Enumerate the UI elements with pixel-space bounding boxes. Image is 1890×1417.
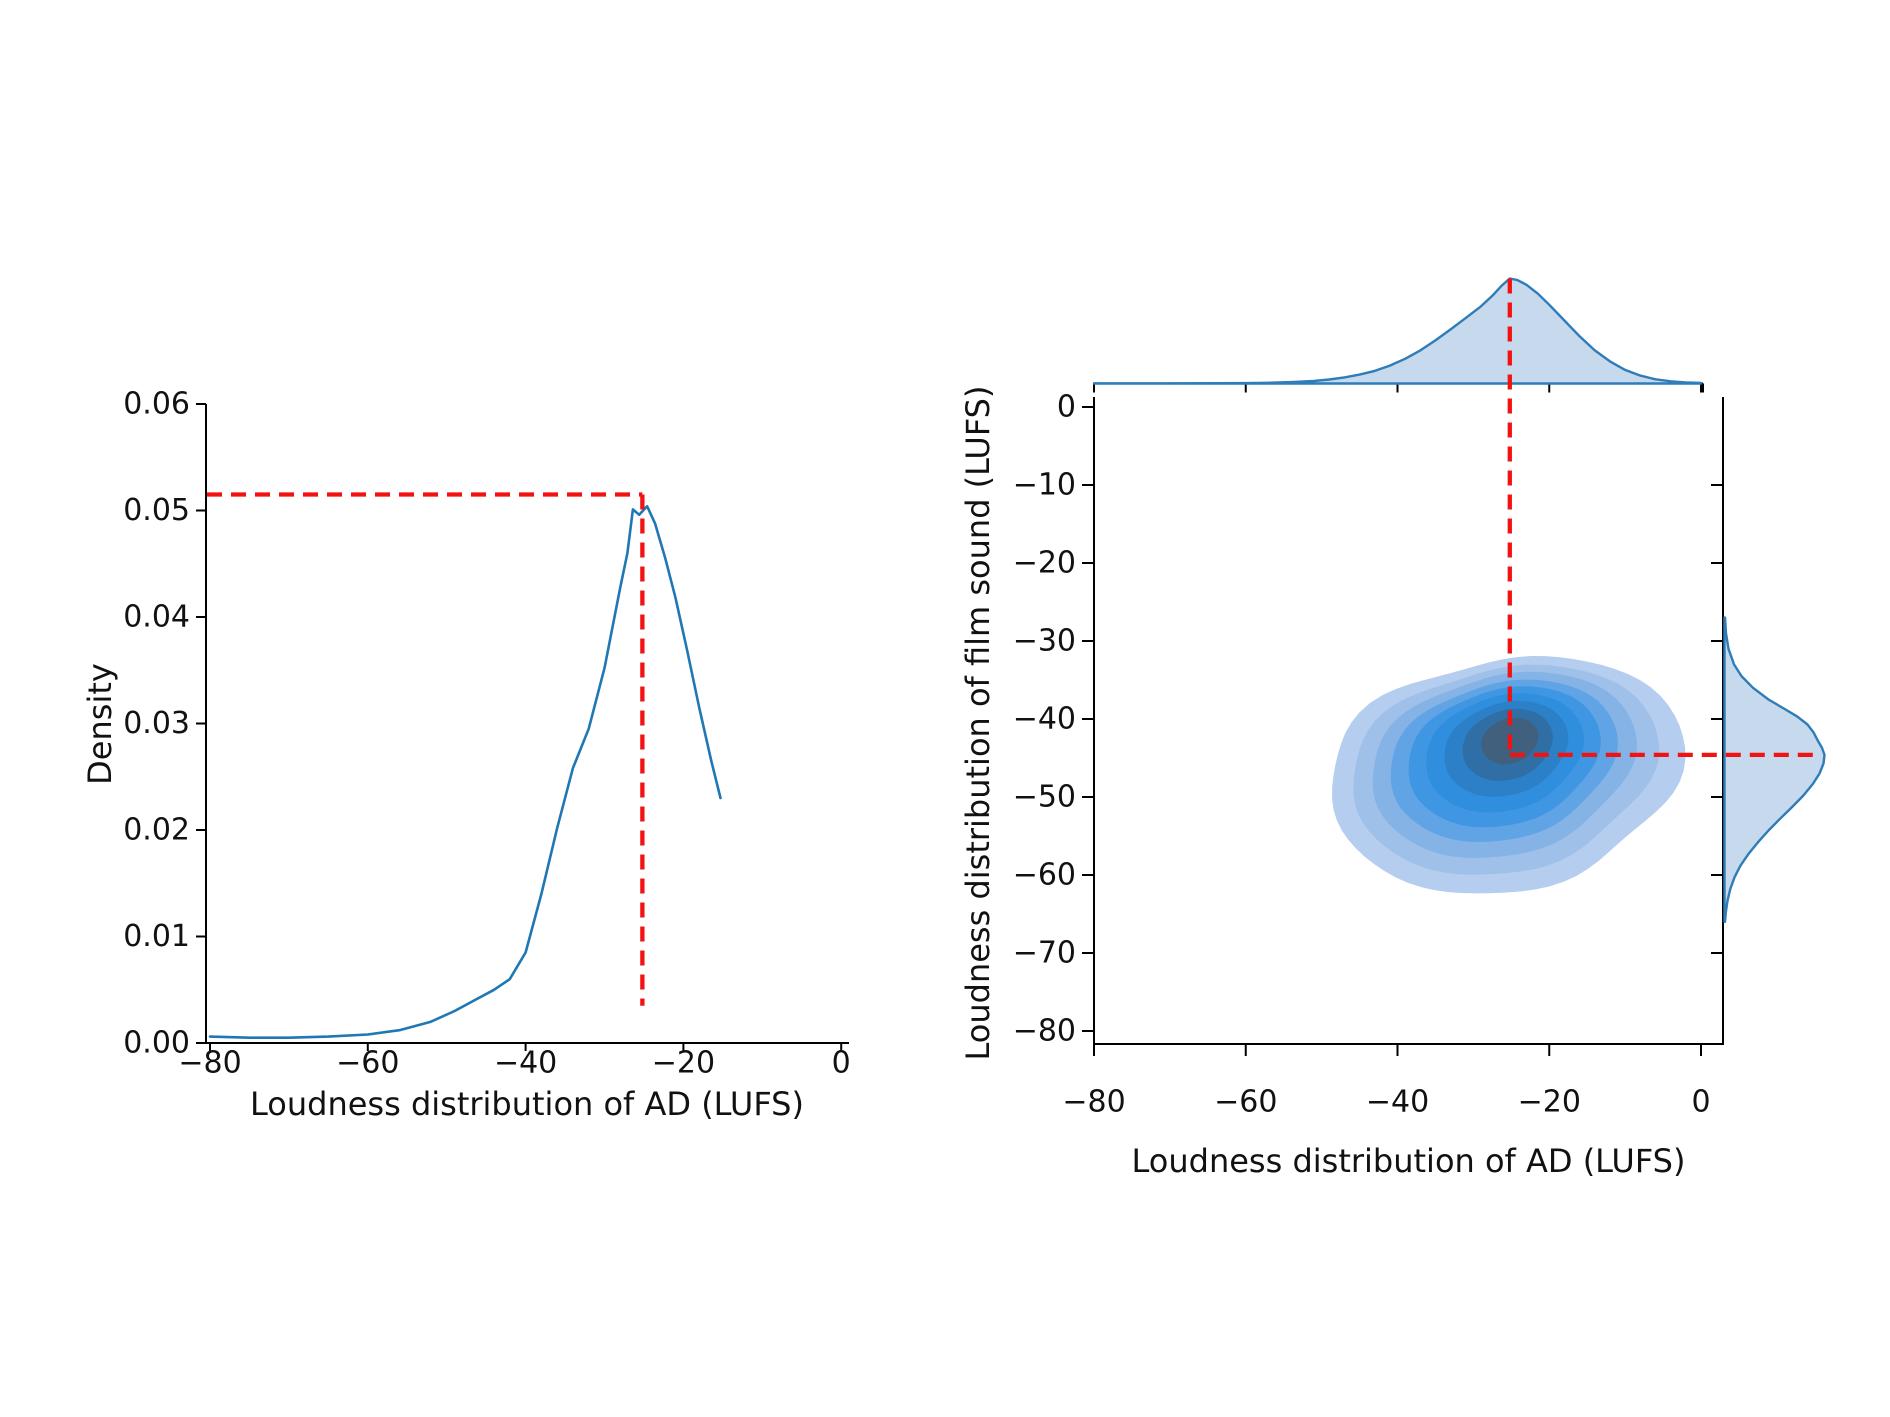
joint-ytick-label: −40 [1013,702,1076,737]
left-chart-x-ticks: −80 −60 −40 −20 0 [178,1043,851,1081]
joint-xtick-label: 0 [1691,1085,1710,1120]
joint-ytick-label: −50 [1013,780,1076,815]
joint-ytick-label: −70 [1013,936,1076,971]
left-ytick-label: 0.01 [123,919,190,954]
joint-xtick-label: −40 [1366,1085,1429,1120]
left-ytick-label: 0.03 [123,706,190,741]
right-xaxis-title: Loudness distribution of AD (LUFS) [1131,1142,1686,1180]
left-kde-curve [208,504,722,1039]
left-xtick-label: −20 [652,1046,715,1081]
joint-ytick-label: 0 [1057,390,1076,425]
left-yaxis-title: Density [81,663,119,785]
left-ytick-label: 0.02 [123,813,190,848]
joint-mode-crosshair [1507,278,1820,758]
left-chart-y-ticks: 0.00 0.01 0.02 0.03 0.04 0.05 0.06 [123,387,206,1061]
joint-ytick-label: −10 [1013,468,1076,503]
joint-y-ticks: 0 −10 −20 −30 −40 −50 −60 −70 −80 [1013,390,1723,1049]
joint-ytick-label: −20 [1013,546,1076,581]
joint-ytick-label: −80 [1013,1014,1076,1049]
right-yaxis-title: Loudness distribution of film sound (LUF… [959,385,997,1061]
left-ytick-label: 0.06 [123,387,190,422]
joint-xtick-label: −20 [1518,1085,1581,1120]
left-xtick-label: −40 [494,1046,557,1081]
left-ytick-label: 0.00 [123,1026,190,1061]
joint-top-marginal [1092,277,1704,393]
left-mode-marker-lines [207,492,645,1006]
left-ytick-label: 0.04 [123,600,190,635]
left-xtick-label: −60 [336,1046,399,1081]
left-ytick-label: 0.05 [123,493,190,528]
joint-right-marginal [1723,616,1826,923]
left-xtick-label: 0 [832,1046,851,1081]
joint-xtick-label: −80 [1062,1085,1125,1120]
right-marginal-kde [1723,616,1826,923]
joint-ytick-label: −60 [1013,858,1076,893]
left-xaxis-title: Loudness distribution of AD (LUFS) [250,1085,804,1123]
joint-ytick-label: −30 [1013,624,1076,659]
left-xtick-label: −80 [178,1046,241,1081]
joint-x-ticks: −80 −60 −40 −20 0 [1062,1044,1711,1120]
joint-xtick-label: −60 [1214,1085,1277,1120]
joint-kde-contours [1332,656,1686,894]
joint-main-axes [1093,397,1724,1045]
top-marginal-kde [1092,277,1703,385]
